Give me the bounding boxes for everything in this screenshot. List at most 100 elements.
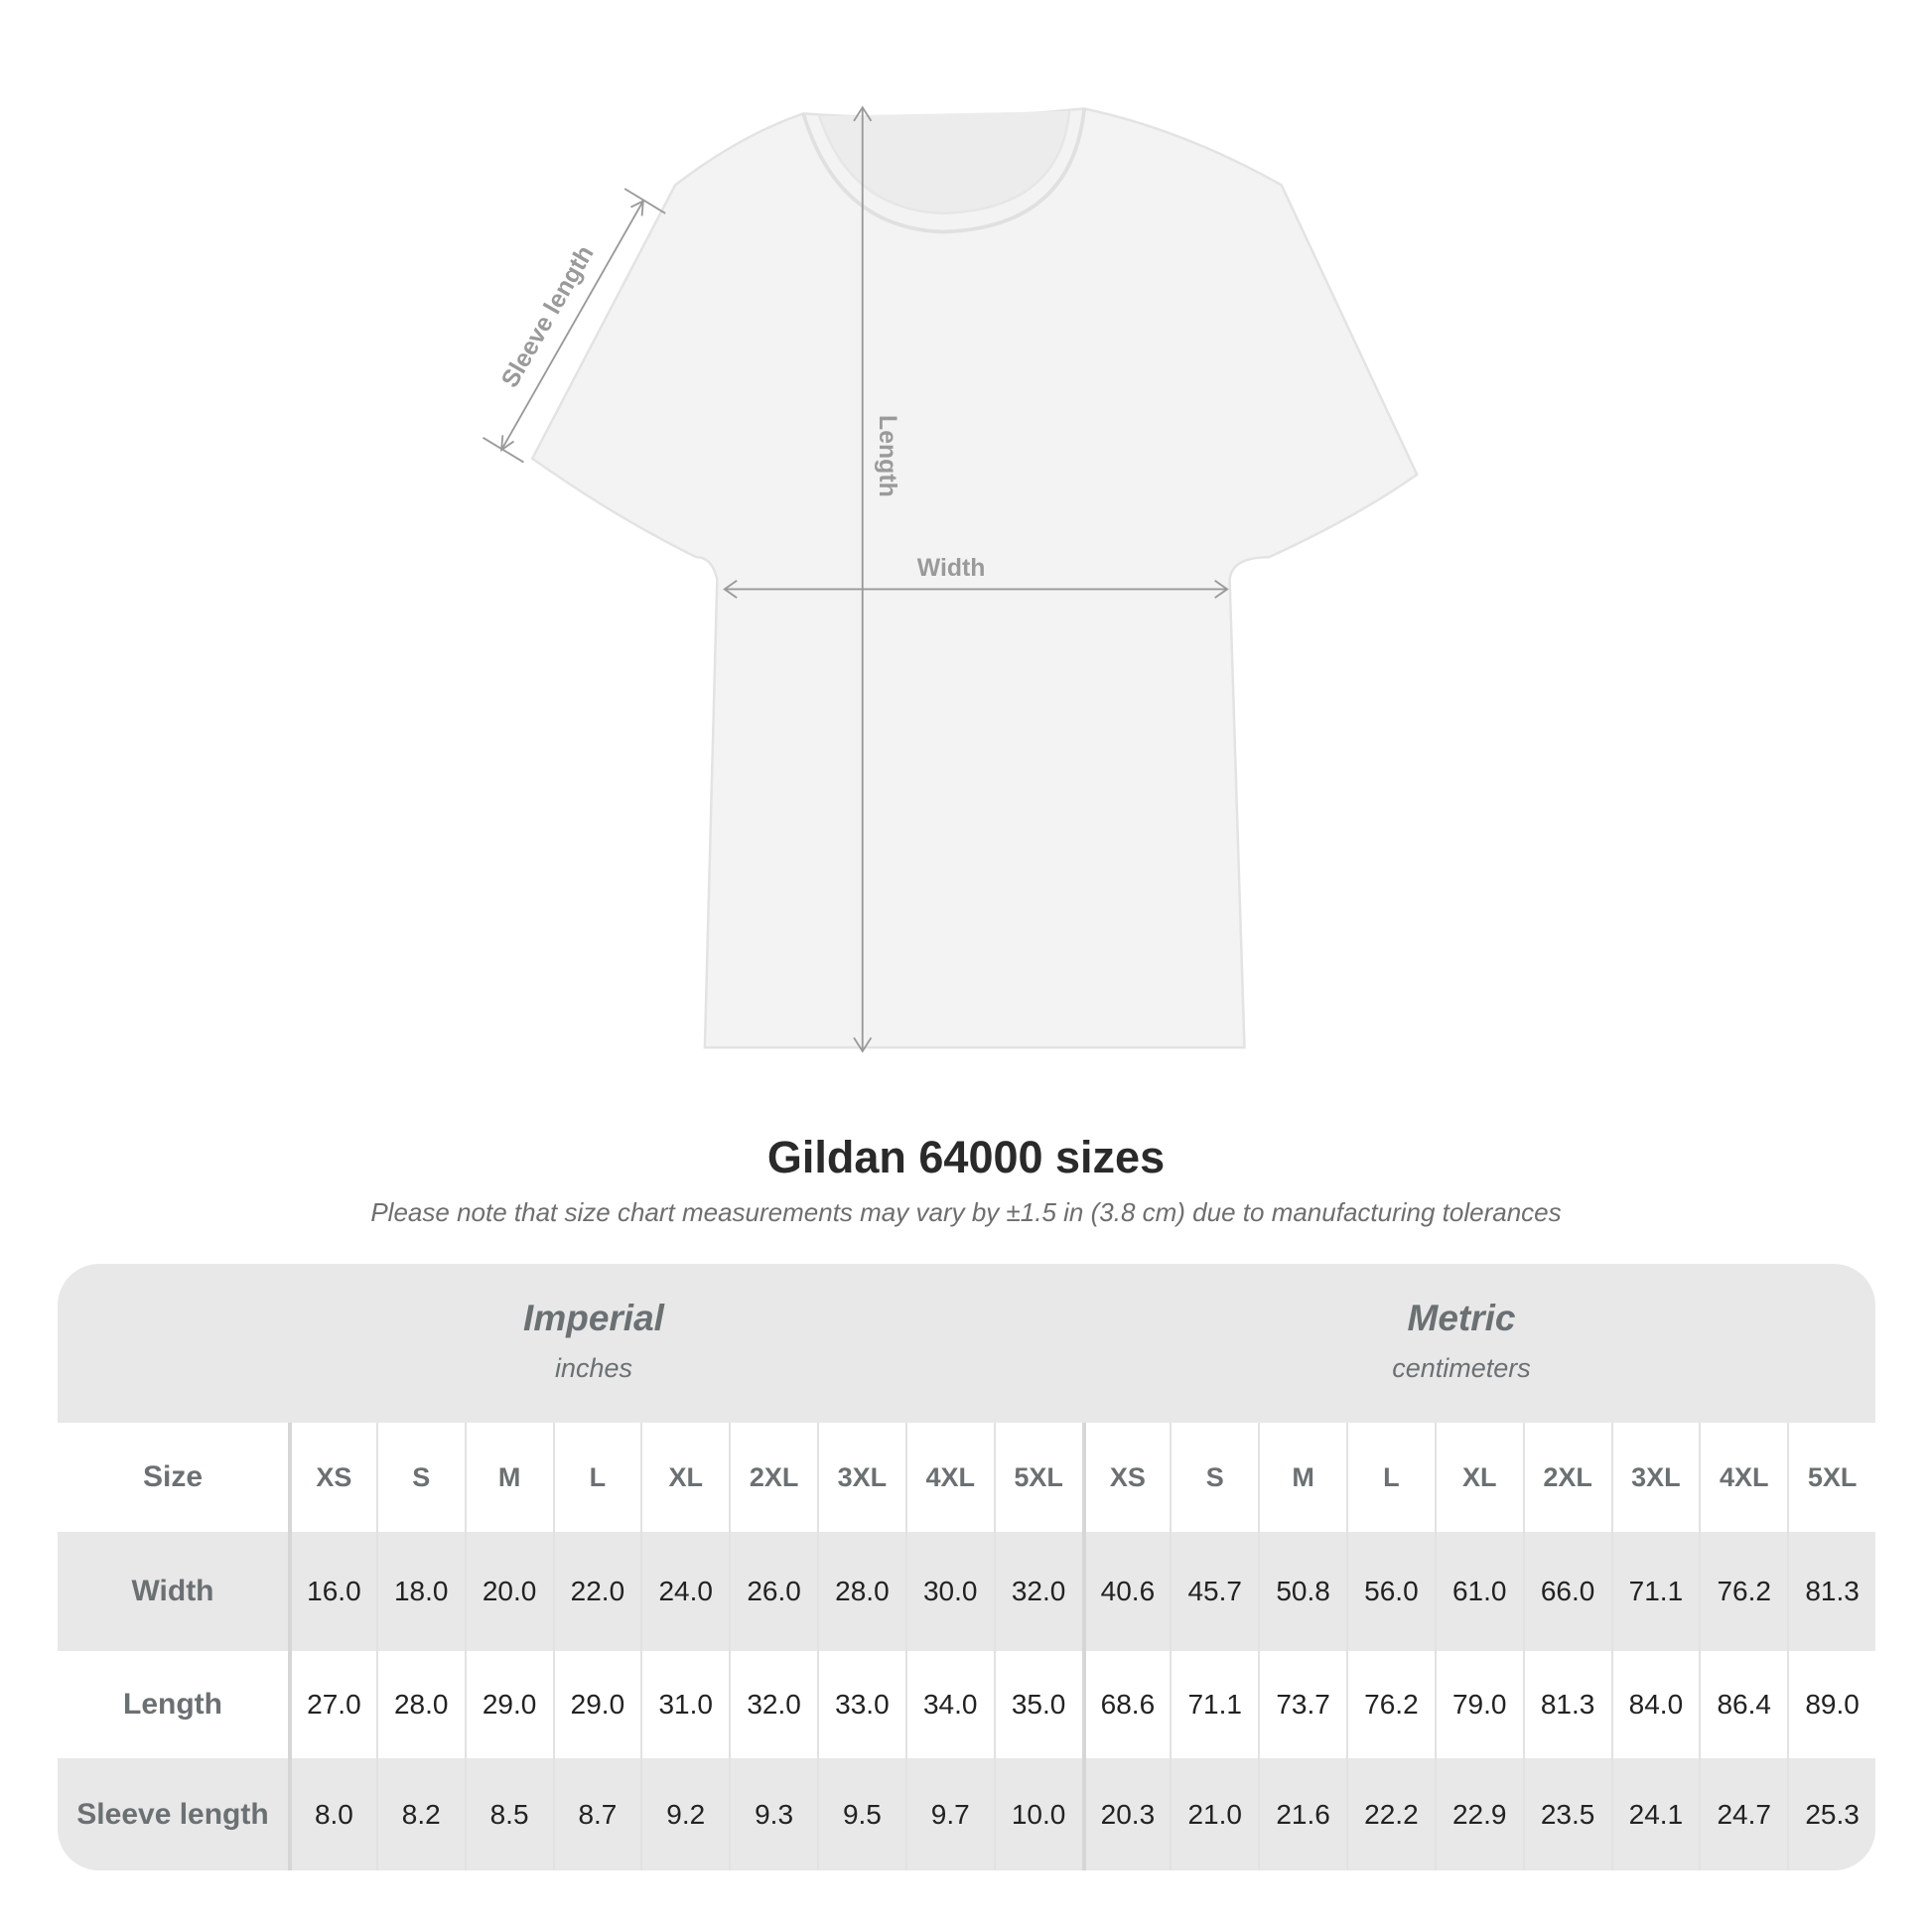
sleeve-arrow bbox=[500, 201, 644, 451]
table-cell-metric: 25.3 bbox=[1787, 1758, 1875, 1870]
table-cell-metric: 56.0 bbox=[1346, 1532, 1435, 1651]
size-header-metric-l: L bbox=[1346, 1423, 1435, 1532]
table-cell-metric: 81.3 bbox=[1522, 1651, 1611, 1758]
table-cell-imperial: 24.0 bbox=[640, 1532, 730, 1651]
table-cell-imperial: 8.0 bbox=[288, 1758, 376, 1870]
table-cell-imperial: 32.0 bbox=[993, 1532, 1082, 1651]
table-cell-metric: 84.0 bbox=[1610, 1651, 1700, 1758]
size-header-metric-3xl: 3XL bbox=[1610, 1423, 1700, 1532]
size-header-metric-xl: XL bbox=[1434, 1423, 1523, 1532]
table-cell-metric: 45.7 bbox=[1170, 1532, 1259, 1651]
table-cell-imperial: 8.5 bbox=[464, 1758, 553, 1870]
table-cell-metric: 40.6 bbox=[1081, 1532, 1171, 1651]
table-cell-metric: 79.0 bbox=[1434, 1651, 1523, 1758]
table-cell-metric: 76.2 bbox=[1346, 1651, 1435, 1758]
table-cell-imperial: 29.0 bbox=[464, 1651, 553, 1758]
table-cell-imperial: 34.0 bbox=[904, 1651, 994, 1758]
table-cell-imperial: 33.0 bbox=[817, 1651, 905, 1758]
table-cell-metric: 71.1 bbox=[1170, 1651, 1259, 1758]
table-cell-metric: 22.9 bbox=[1434, 1758, 1523, 1870]
metric-unit: centimeters bbox=[1392, 1353, 1531, 1383]
size-header-imperial-5xl: 5XL bbox=[993, 1423, 1082, 1532]
table-cell-imperial: 9.5 bbox=[817, 1758, 905, 1870]
size-header-imperial-2xl: 2XL bbox=[729, 1423, 817, 1532]
table-cell-imperial: 28.0 bbox=[817, 1532, 905, 1651]
sleeve-tick-top bbox=[623, 188, 666, 214]
table-cell-metric: 71.1 bbox=[1610, 1532, 1700, 1651]
length-arrowhead-bottom bbox=[853, 1036, 873, 1053]
size-table: Imperial inches Metric centimeters Size X… bbox=[58, 1264, 1875, 1870]
table-cell-imperial: 31.0 bbox=[640, 1651, 730, 1758]
table-cell-metric: 24.1 bbox=[1610, 1758, 1700, 1870]
table-cell-metric: 86.4 bbox=[1699, 1651, 1788, 1758]
size-header-imperial-m: M bbox=[464, 1423, 553, 1532]
size-header-imperial-xl: XL bbox=[640, 1423, 730, 1532]
table-cell-imperial: 28.0 bbox=[375, 1651, 465, 1758]
table-cell-imperial: 32.0 bbox=[729, 1651, 817, 1758]
width-arrowhead-left bbox=[723, 579, 738, 599]
table-cell-metric: 66.0 bbox=[1522, 1532, 1611, 1651]
table-cell-metric: 81.3 bbox=[1787, 1532, 1875, 1651]
table-cell-imperial: 26.0 bbox=[729, 1532, 817, 1651]
table-cell-metric: 21.0 bbox=[1170, 1758, 1259, 1870]
table-cell-imperial: 9.7 bbox=[904, 1758, 994, 1870]
length-label: Length bbox=[874, 415, 900, 497]
table-cell-metric: 89.0 bbox=[1787, 1651, 1875, 1758]
table-cell-imperial: 10.0 bbox=[993, 1758, 1082, 1870]
length-arrowhead-top bbox=[853, 105, 873, 122]
sleeve-tick-bottom bbox=[483, 436, 524, 464]
table-cell-imperial: 30.0 bbox=[904, 1532, 994, 1651]
imperial-unit: inches bbox=[554, 1353, 633, 1383]
size-header-metric-5xl: 5XL bbox=[1787, 1423, 1875, 1532]
table-cell-imperial: 9.2 bbox=[640, 1758, 730, 1870]
size-grid: Size XS S M L XL 2XL 3XL 4XL 5XL XS S M L XL 2XL 3XL 4XL 5… bbox=[58, 1423, 1875, 1870]
page-title: Gildan 64000 sizes bbox=[766, 1132, 1166, 1182]
table-cell-metric: 22.2 bbox=[1346, 1758, 1435, 1870]
size-row-label: Size bbox=[58, 1423, 288, 1532]
width-arrowhead-right bbox=[1214, 579, 1229, 599]
size-header-imperial-4xl: 4XL bbox=[904, 1423, 994, 1532]
size-header-metric-4xl: 4XL bbox=[1699, 1423, 1788, 1532]
table-cell-imperial: 8.7 bbox=[552, 1758, 641, 1870]
table-cell-metric: 23.5 bbox=[1522, 1758, 1611, 1870]
width-label: Width bbox=[917, 555, 986, 582]
size-header-metric-m: M bbox=[1258, 1423, 1346, 1532]
row-label-length: Length bbox=[58, 1651, 288, 1758]
imperial-header: Imperial inches bbox=[345, 1298, 842, 1384]
size-header-metric-2xl: 2XL bbox=[1522, 1423, 1611, 1532]
table-cell-metric: 24.7 bbox=[1699, 1758, 1788, 1870]
size-header-imperial-3xl: 3XL bbox=[817, 1423, 905, 1532]
row-label-sleeve-length: Sleeve length bbox=[58, 1758, 288, 1870]
table-cell-metric: 20.3 bbox=[1081, 1758, 1171, 1870]
table-cell-metric: 76.2 bbox=[1699, 1532, 1788, 1651]
table-cell-imperial: 9.3 bbox=[729, 1758, 817, 1870]
row-label-width: Width bbox=[58, 1532, 288, 1651]
size-header-imperial-xs: XS bbox=[288, 1423, 376, 1532]
table-cell-imperial: 27.0 bbox=[288, 1651, 376, 1758]
table-cell-imperial: 8.2 bbox=[375, 1758, 465, 1870]
table-cell-metric: 50.8 bbox=[1258, 1532, 1346, 1651]
tshirt-diagram: Sleeve length Length Width bbox=[483, 105, 1419, 1053]
imperial-title: Imperial bbox=[523, 1298, 664, 1338]
table-cell-imperial: 16.0 bbox=[288, 1532, 376, 1651]
table-cell-imperial: 35.0 bbox=[993, 1651, 1082, 1758]
table-cell-metric: 21.6 bbox=[1258, 1758, 1346, 1870]
metric-header: Metric centimeters bbox=[1213, 1298, 1710, 1384]
size-header-metric-s: S bbox=[1170, 1423, 1259, 1532]
table-cell-imperial: 18.0 bbox=[375, 1532, 465, 1651]
sleeve-arrowhead-bottom bbox=[500, 435, 515, 453]
table-cell-imperial: 20.0 bbox=[464, 1532, 553, 1651]
collar bbox=[801, 108, 1086, 234]
size-header-imperial-l: L bbox=[552, 1423, 641, 1532]
collar-inner bbox=[818, 110, 1071, 215]
table-cell-imperial: 22.0 bbox=[552, 1532, 641, 1651]
table-cell-imperial: 29.0 bbox=[552, 1651, 641, 1758]
size-header-imperial-s: S bbox=[375, 1423, 465, 1532]
sleeve-arrowhead-top bbox=[630, 199, 644, 216]
tolerance-note: Please note that size chart measurements… bbox=[370, 1197, 1562, 1227]
size-header-metric-xs: XS bbox=[1081, 1423, 1171, 1532]
table-cell-metric: 68.6 bbox=[1081, 1651, 1171, 1758]
metric-title: Metric bbox=[1407, 1298, 1516, 1338]
table-cell-metric: 73.7 bbox=[1258, 1651, 1346, 1758]
table-cell-metric: 61.0 bbox=[1434, 1532, 1523, 1651]
